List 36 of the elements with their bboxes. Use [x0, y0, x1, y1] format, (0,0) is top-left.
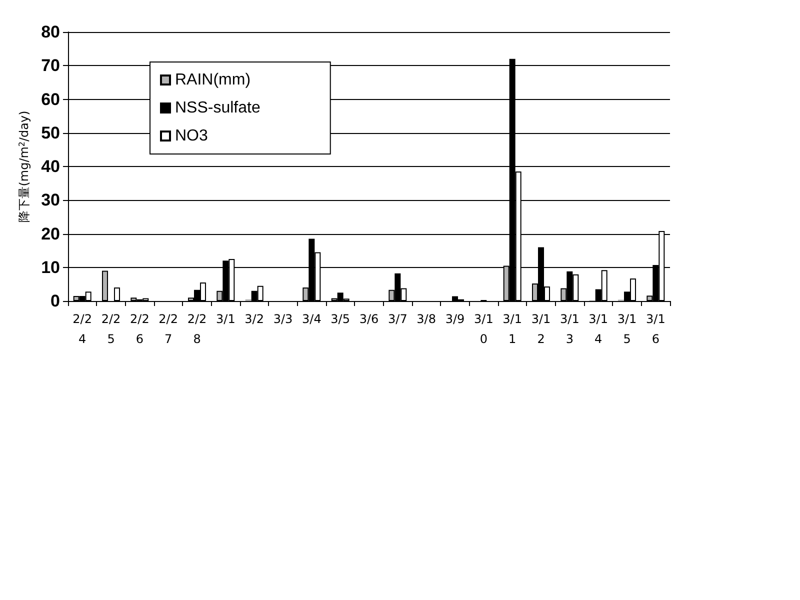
x-tick-label: 2/28	[187, 312, 207, 346]
x-tick-label: 3/3	[273, 312, 293, 326]
bar	[102, 270, 108, 301]
y-tick-label: 80	[41, 22, 60, 42]
y-tick-label: 50	[41, 123, 60, 142]
x-tick-label: 3/12	[531, 312, 551, 346]
legend-label: NSS-sulfate	[175, 100, 260, 116]
legend-label: NO3	[175, 128, 208, 144]
x-tick-label: 3/14	[588, 312, 608, 346]
y-tick-label: 10	[41, 258, 60, 277]
x-tick-label: 3/6	[359, 312, 379, 326]
x-tick-label: 2/24	[72, 312, 92, 346]
y-tick-label: 60	[41, 90, 60, 109]
y-axis-title: 降下量(mg/m2/day)	[17, 110, 31, 222]
x-tick-label: 3/8	[416, 312, 436, 326]
x-tick-label: 3/9	[445, 312, 465, 326]
x-tick-label: 2/25	[101, 312, 121, 346]
x-tick-label: 3/5	[330, 312, 350, 326]
y-tick-label: 0	[50, 292, 60, 310]
y-tick-label: 20	[41, 224, 60, 244]
x-tick-label: 3/7	[388, 312, 408, 326]
x-tick-label: 3/16	[646, 312, 666, 346]
y-tick-label: 40	[41, 157, 60, 176]
x-tick-label: 3/13	[560, 312, 580, 346]
y-tick-label: 70	[41, 56, 60, 76]
x-tick-label: 3/1	[216, 312, 236, 326]
x-tick-label: 3/10	[474, 312, 494, 346]
x-tick-label: 2/26	[130, 312, 150, 346]
bar	[114, 288, 120, 301]
y-tick-label: 30	[41, 190, 60, 210]
x-tick-label: 3/4	[302, 312, 322, 326]
x-tick-label: 3/2	[244, 312, 264, 326]
x-tick-label: 2/27	[158, 312, 178, 346]
x-tick-label: 3/15	[617, 312, 637, 346]
x-tick-label: 3/11	[502, 312, 522, 346]
legend-label: RAIN(mm)	[175, 72, 251, 88]
